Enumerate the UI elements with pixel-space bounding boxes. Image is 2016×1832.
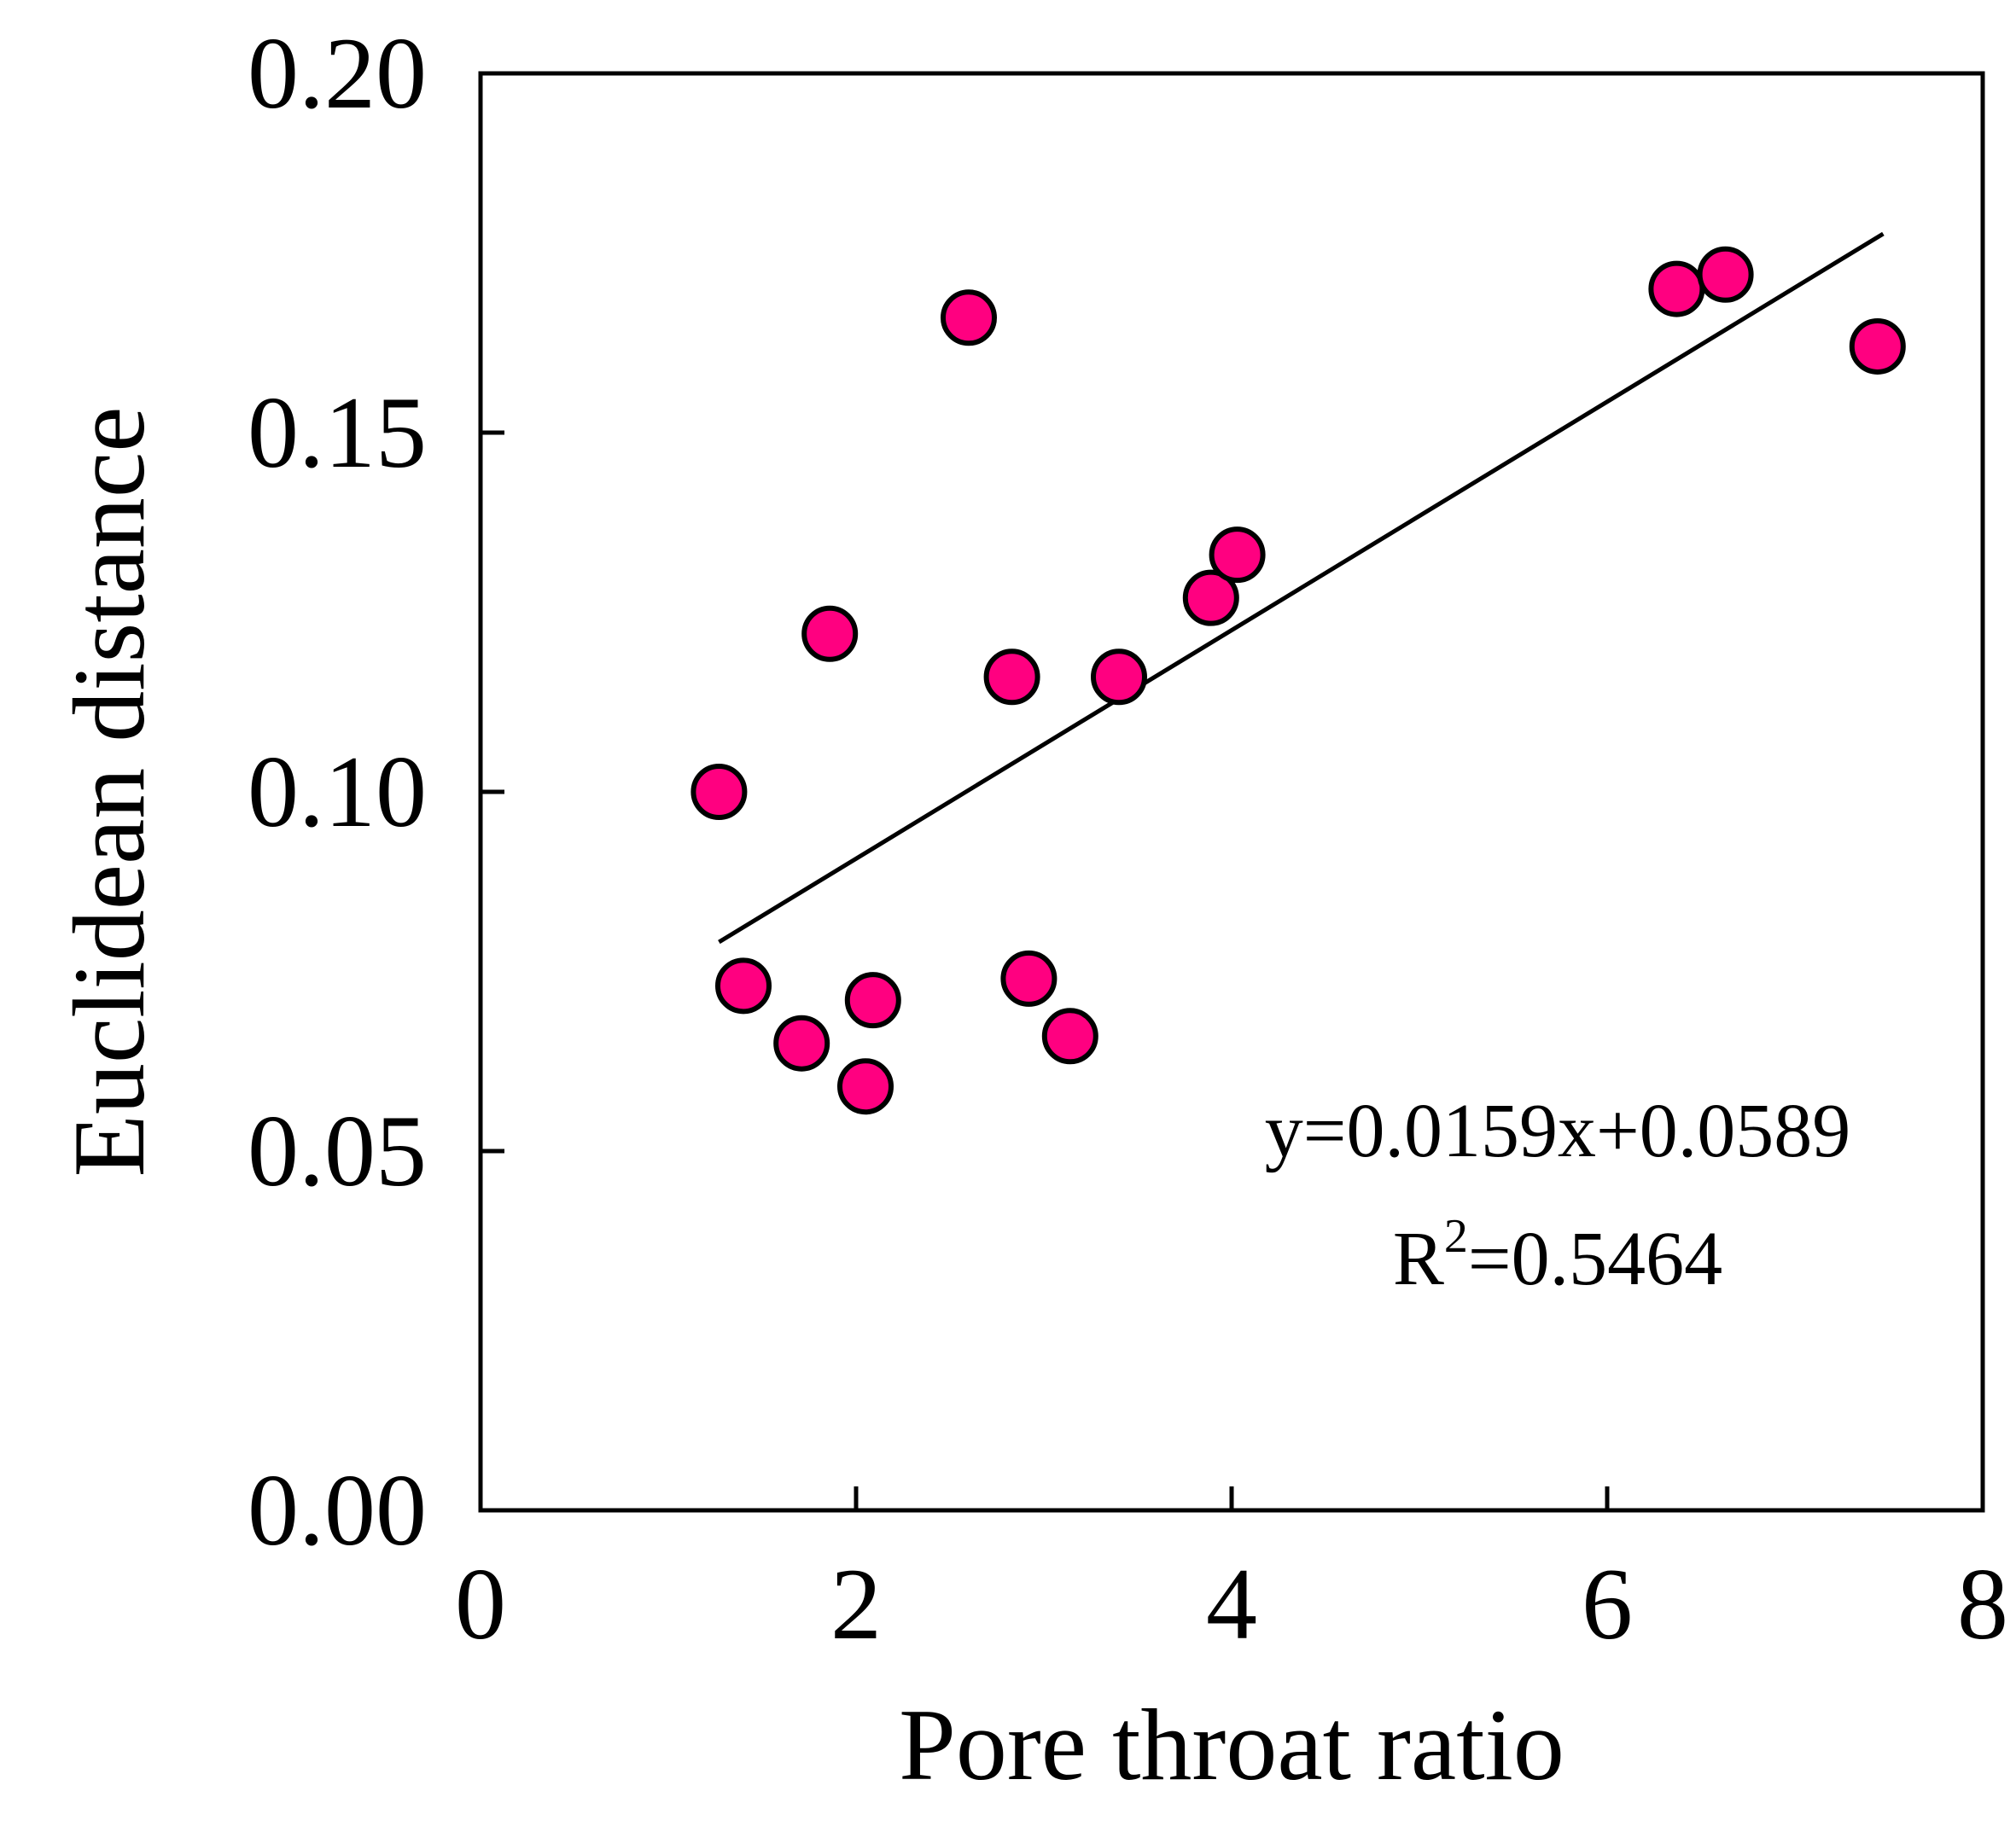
data-point <box>837 1058 894 1115</box>
r-squared-superscript: 2 <box>1444 1210 1468 1263</box>
x-tick-label: 2 <box>830 1547 882 1660</box>
data-point <box>941 289 997 346</box>
r-squared-value: =0.5464 <box>1468 1217 1722 1301</box>
data-point <box>1697 246 1754 303</box>
tick-labels: 0 2 4 6 8 0.00 0.05 0.10 0.15 0.20 <box>248 16 2008 1660</box>
y-tick-label: 0.15 <box>248 375 427 489</box>
data-point <box>983 648 1040 706</box>
data-point <box>1849 317 1906 375</box>
r-squared-symbol: R <box>1393 1217 1444 1301</box>
x-tick-label: 8 <box>1957 1547 2008 1660</box>
data-point <box>715 957 772 1015</box>
data-point <box>690 764 748 820</box>
x-tick-label: 4 <box>1206 1547 1257 1660</box>
y-tick-label: 0.10 <box>248 735 427 848</box>
r-squared: R2=0.5464 <box>1393 1210 1722 1301</box>
data-point <box>1182 569 1239 626</box>
data-point <box>773 1015 830 1072</box>
fit-equation: y=0.0159x+0.0589 <box>1265 1089 1851 1173</box>
data-point <box>801 605 859 662</box>
y-tick-label: 0.00 <box>248 1453 427 1567</box>
x-axis-label: Pore throat ratio <box>899 1688 1564 1801</box>
y-tick-label: 0.05 <box>248 1094 427 1207</box>
regression-line <box>718 231 1885 945</box>
y-tick-label: 0.20 <box>248 16 427 130</box>
data-point <box>1041 1008 1098 1065</box>
data-point <box>1091 648 1147 706</box>
x-tick-label: 0 <box>455 1547 506 1660</box>
data-point <box>1648 260 1705 317</box>
x-tick-label: 6 <box>1582 1547 1633 1660</box>
y-axis-label: Euclidean distance <box>52 407 166 1178</box>
data-point <box>844 972 901 1029</box>
data-points <box>690 246 1906 1115</box>
data-point <box>1000 950 1058 1007</box>
tick-marks <box>478 71 1985 1513</box>
data-point <box>1209 526 1266 584</box>
